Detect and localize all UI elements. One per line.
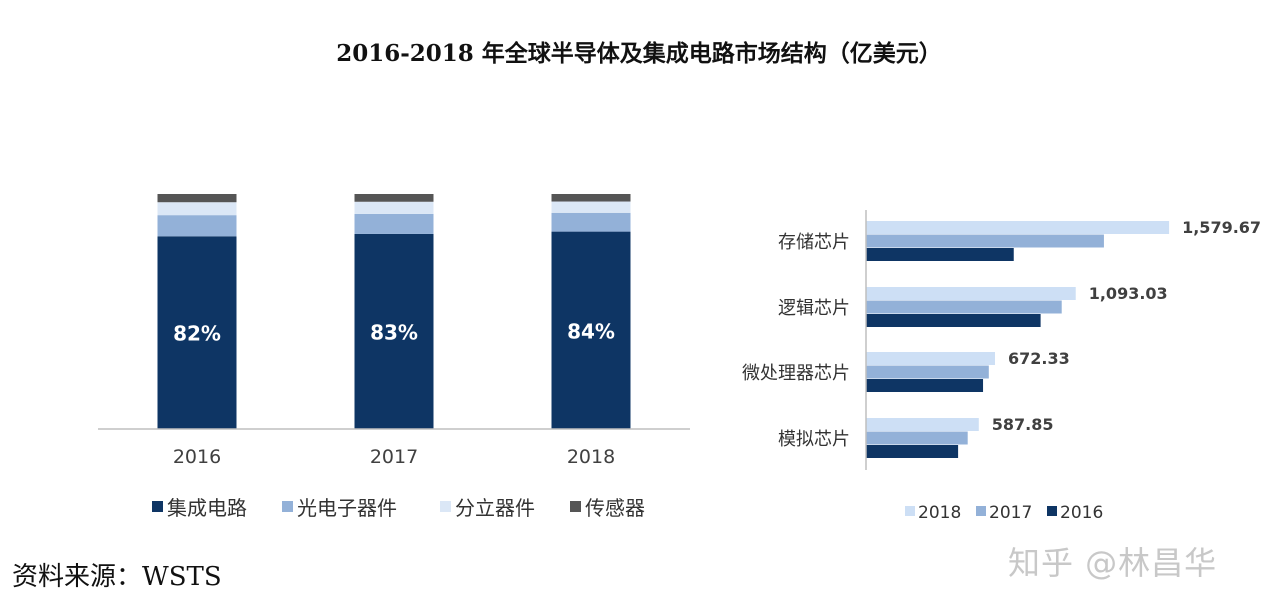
stacked-bar-sensor-2016 — [157, 194, 237, 203]
hbar-logic-2016 — [866, 314, 1041, 327]
stacked-bar-discrete-2017 — [354, 201, 434, 214]
hbar-logic-2017 — [866, 300, 1062, 314]
value-label-microprocessor: 672.33 — [1008, 349, 1070, 368]
stacked-bar-optoelectronics-2017 — [354, 213, 434, 234]
stacked-bar-ic-2017 — [354, 233, 434, 429]
stacked-bar-optoelectronics-2018 — [551, 212, 631, 232]
hbar-analog-2017 — [866, 431, 968, 445]
legend-swatch-optoelectronics — [282, 501, 293, 512]
legend-label-2016: 2016 — [1060, 503, 1103, 523]
hbar-memory-2017 — [866, 234, 1104, 248]
hbar-analog-2016 — [866, 445, 959, 458]
legend-label-ic: 集成电路 — [167, 496, 247, 520]
stacked-bar-sensor-2017 — [354, 194, 434, 202]
hbar-memory-2016 — [866, 248, 1014, 261]
hbar-microprocessor-2016 — [866, 379, 984, 392]
watermark: 知乎 @林昌华 — [1008, 544, 1218, 582]
legend-label-sensor: 传感器 — [585, 496, 645, 520]
y-tick-label-microprocessor: 微处理器芯片 — [742, 363, 850, 384]
ic-share-label-2016: 82% — [173, 322, 221, 346]
stacked-bar-ic-2016 — [157, 236, 237, 429]
value-label-memory: 1,579.67 — [1182, 218, 1261, 237]
hbar-analog-2018 — [866, 418, 979, 431]
legend-label-2018: 2018 — [918, 503, 961, 523]
legend-swatch-2017 — [976, 506, 986, 516]
stacked-bar-discrete-2018 — [551, 201, 631, 213]
value-label-analog: 587.85 — [992, 415, 1054, 434]
legend-swatch-2016 — [1047, 506, 1057, 516]
legend-label-2017: 2017 — [989, 503, 1032, 523]
y-tick-label-memory: 存储芯片 — [778, 232, 850, 253]
legend-swatch-sensor — [570, 501, 581, 512]
y-tick-label-analog: 模拟芯片 — [778, 429, 850, 450]
x-tick-label-2018: 2018 — [567, 446, 615, 468]
stacked-bar-optoelectronics-2016 — [157, 215, 237, 237]
stacked-bar-ic-2018 — [551, 231, 631, 429]
x-tick-label-2017: 2017 — [370, 446, 418, 468]
stacked-bar-discrete-2016 — [157, 202, 237, 216]
legend-swatch-discrete — [440, 501, 451, 512]
stacked-bar-sensor-2018 — [551, 194, 631, 202]
hbar-memory-2018 — [866, 221, 1170, 234]
legend-label-optoelectronics: 光电子器件 — [297, 496, 397, 520]
source-note: 资料来源：WSTS — [12, 562, 222, 592]
ic-share-label-2017: 83% — [370, 320, 418, 344]
ic-share-label-2018: 84% — [567, 319, 615, 343]
hbar-logic-2018 — [866, 287, 1076, 300]
x-tick-label-2016: 2016 — [173, 446, 221, 468]
hbar-microprocessor-2017 — [866, 365, 989, 379]
legend-swatch-ic — [152, 501, 163, 512]
hbar-microprocessor-2018 — [866, 352, 996, 365]
y-tick-label-logic: 逻辑芯片 — [778, 298, 850, 319]
legend-label-discrete: 分立器件 — [455, 496, 535, 520]
value-label-logic: 1,093.03 — [1089, 284, 1168, 303]
legend-swatch-2018 — [905, 506, 915, 516]
chart-title: 2016-2018 年全球半导体及集成电路市场结构（亿美元） — [336, 40, 942, 67]
